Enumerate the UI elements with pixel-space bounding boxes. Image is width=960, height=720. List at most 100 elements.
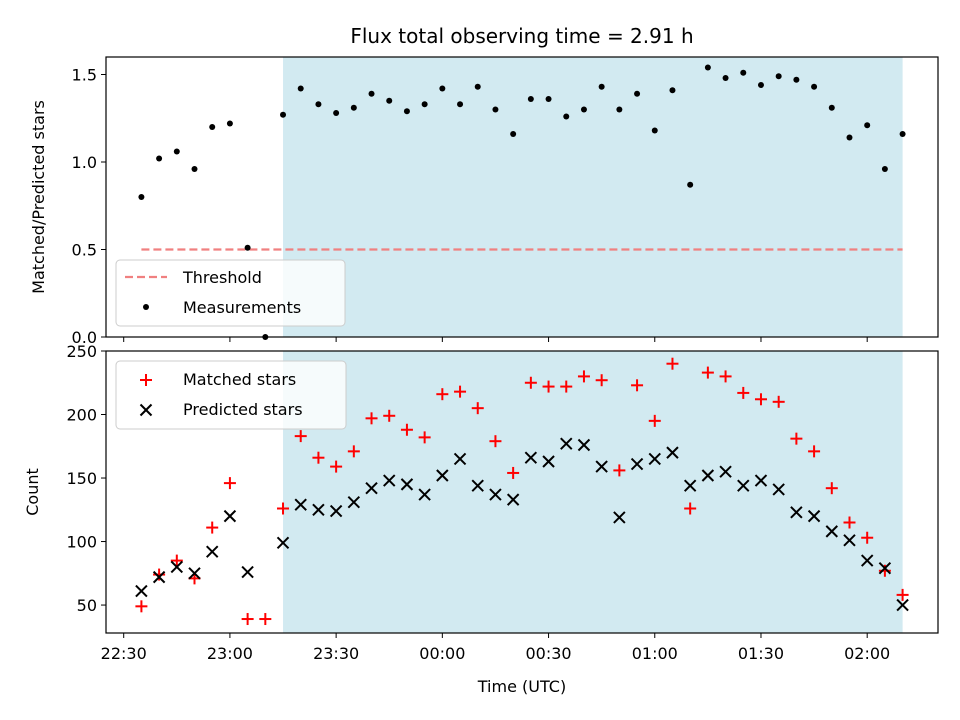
predicted-star-point: [843, 534, 856, 547]
predicted-star-point: [436, 469, 449, 482]
measurement-point: [457, 101, 464, 108]
cross-stroke-b: [560, 437, 573, 450]
cross-stroke-b: [400, 478, 414, 491]
bottom-panel: 50 100 150 200 250 22:30 23:00 23:30 00:00 00:30 0…: [66, 342, 939, 663]
cross-stroke-b: [241, 565, 254, 579]
measurement-point: [881, 166, 888, 172]
predicted-star-point: [329, 504, 343, 518]
matched-star-point: [631, 379, 644, 392]
predicted-star-point: [577, 438, 591, 452]
y-tick-label: 100: [66, 533, 97, 552]
predicted-star-point: [648, 452, 661, 466]
measurement-point: [598, 83, 605, 90]
cross-stroke-b: [737, 479, 750, 492]
measurement-point: [545, 96, 552, 102]
measurement-point: [740, 69, 747, 76]
predicted-star-point: [400, 478, 414, 491]
top-legend: Threshold Measurements: [115, 259, 346, 327]
cross-stroke-b: [436, 469, 449, 482]
cross-stroke-b: [135, 584, 148, 598]
cross-stroke-b: [666, 446, 679, 459]
bottom-axes-frame: [105, 350, 939, 634]
y-tick-label: 1.0: [72, 153, 97, 172]
cross-stroke-b: [139, 403, 153, 417]
measurement-point: [616, 106, 623, 113]
matched-star-point: [896, 588, 909, 601]
predicted-star-point: [896, 598, 909, 612]
predicted-star-point: [613, 511, 626, 524]
x-tick-label: 01:30: [738, 644, 784, 663]
matched-star-point: [312, 451, 325, 464]
cross-stroke-b: [152, 570, 166, 584]
cross-stroke-b: [365, 481, 378, 495]
predicted-star-point: [347, 495, 361, 509]
measurements-legend-swatch: [143, 304, 149, 310]
cross-stroke-b: [418, 488, 431, 501]
matched-star-point: [825, 482, 838, 495]
cross-stroke-b: [807, 509, 821, 523]
predicted-star-point: [772, 483, 785, 496]
predicted-star-point: [524, 451, 538, 464]
measurement-point: [793, 76, 800, 83]
y-tick-label: 50: [77, 596, 97, 615]
predicted-star-point: [418, 488, 431, 501]
measurement-point: [280, 111, 287, 118]
predicted-star-point: [630, 457, 644, 471]
cross-stroke-b: [276, 536, 290, 550]
predicted-star-point: [383, 474, 396, 487]
cross-stroke-b: [896, 598, 909, 612]
cross-stroke-b: [843, 534, 856, 547]
predicted-star-point: [223, 509, 237, 523]
matched-legend-swatch: [140, 374, 152, 386]
matched-star-point: [560, 380, 573, 393]
matched-star-point: [701, 366, 714, 379]
cross-stroke-b: [471, 479, 484, 492]
predicted-star-point: [453, 452, 467, 466]
cross-stroke-b: [825, 525, 838, 538]
matched-star-point: [277, 502, 290, 515]
matched-star-point: [400, 423, 413, 436]
measurement-point: [350, 104, 357, 111]
predicted-star-point: [170, 560, 184, 574]
predicted-star-point: [683, 479, 697, 492]
cross-stroke-b: [489, 488, 502, 501]
matched-star-point: [294, 430, 307, 443]
matched-star-point: [808, 445, 821, 458]
bottom-legend: Matched stars Predicted stars: [115, 360, 347, 430]
matched-star-point: [595, 374, 608, 387]
x-tick-label: 00:30: [525, 644, 571, 663]
matched-star-point: [772, 395, 785, 408]
measurement-point: [864, 122, 871, 129]
measurement-point: [439, 85, 446, 92]
matched-star-point: [347, 445, 360, 458]
predicted-star-point: [595, 460, 608, 473]
predicted-star-point: [542, 455, 555, 468]
matched-star-point: [737, 386, 750, 399]
measurement-point: [580, 106, 587, 113]
top-y-axis-label: Matched/Predicted stars: [29, 100, 48, 294]
predicted-star-point: [737, 479, 750, 492]
measurement-point: [297, 85, 304, 92]
measurement-point: [634, 90, 641, 97]
predicted-star-point: [188, 567, 201, 580]
predicted-star-point: [790, 506, 803, 519]
cross-stroke-b: [206, 545, 219, 558]
threshold-legend-label: Threshold: [182, 268, 262, 287]
matched-star-point: [489, 435, 502, 448]
matched-star-point: [383, 409, 396, 422]
measurement-point: [244, 244, 251, 251]
predicted-star-point: [152, 570, 166, 584]
measurement-point: [492, 106, 499, 113]
predicted-star-point: [135, 584, 148, 598]
cross-stroke-b: [860, 554, 874, 567]
matched-star-point: [790, 432, 803, 445]
measurement-point: [527, 96, 534, 102]
cross-stroke-b: [542, 455, 555, 468]
top-panel: 0.0 0.5 1.0 1.5 Threshold Measurements: [72, 56, 939, 347]
measurement-point: [899, 131, 906, 137]
matched-legend-label: Matched stars: [183, 370, 296, 389]
matched-star-point: [507, 466, 520, 479]
measurement-point: [704, 64, 711, 71]
predicted-star-point: [276, 536, 290, 550]
